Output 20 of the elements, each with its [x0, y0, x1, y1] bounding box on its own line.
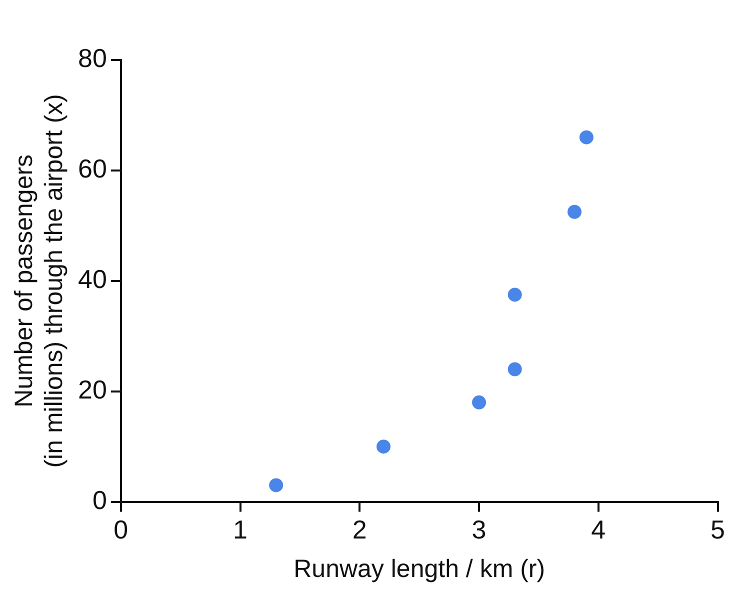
x-tick-label: 2: [352, 514, 367, 545]
point: [508, 288, 522, 302]
x-tick-label: 4: [591, 514, 606, 545]
point: [269, 478, 284, 492]
y-tick-label: 40: [78, 264, 107, 294]
y-tick-label: 80: [78, 43, 107, 74]
point: [376, 440, 391, 454]
point: [472, 395, 486, 410]
x-axis-title: Runway length / km (r): [294, 554, 546, 583]
point: [568, 204, 582, 219]
point: [508, 362, 522, 376]
y-tick-label: 60: [78, 154, 107, 184]
point: [579, 130, 594, 144]
x-tick-label: 5: [710, 514, 726, 545]
y-tick-label: 20: [78, 374, 107, 405]
x-tick-label: 3: [472, 514, 486, 545]
x-tick-label: 1: [233, 514, 248, 545]
y-axis-title: Number of passengers (in millions) through the airport (x): [10, 94, 68, 468]
x-tick-label: 0: [114, 514, 128, 545]
y-tick-label: 0: [92, 484, 107, 515]
